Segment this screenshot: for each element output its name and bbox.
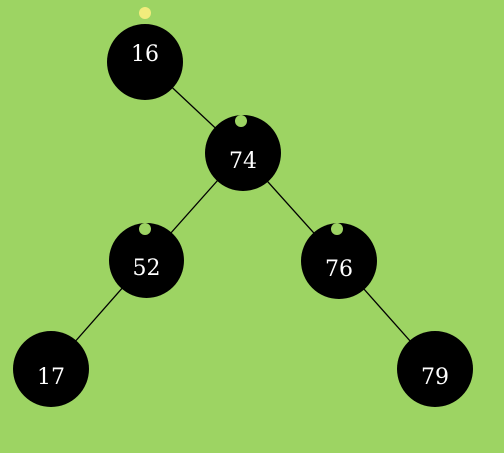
node-value-52: 52 bbox=[132, 256, 161, 281]
node-value-74: 74 bbox=[229, 148, 257, 174]
tree-node-16[interactable]: 16 bbox=[107, 24, 183, 100]
node-value-79: 79 bbox=[421, 364, 449, 390]
node-value-17: 17 bbox=[37, 364, 65, 390]
tree-node-17[interactable]: 17 bbox=[13, 331, 89, 407]
node-value-16: 16 bbox=[131, 41, 159, 67]
tree-node-74[interactable]: 74 bbox=[205, 115, 281, 191]
node-marker-icon bbox=[235, 115, 247, 127]
tree-node-79[interactable]: 79 bbox=[397, 331, 473, 407]
node-marker-icon bbox=[331, 223, 343, 235]
node-value-76: 76 bbox=[325, 256, 353, 282]
tree-node-52[interactable]: 52 bbox=[109, 223, 184, 298]
node-marker-icon bbox=[139, 223, 151, 235]
root-marker-icon bbox=[139, 7, 151, 19]
tree-node-76[interactable]: 76 bbox=[301, 223, 377, 299]
